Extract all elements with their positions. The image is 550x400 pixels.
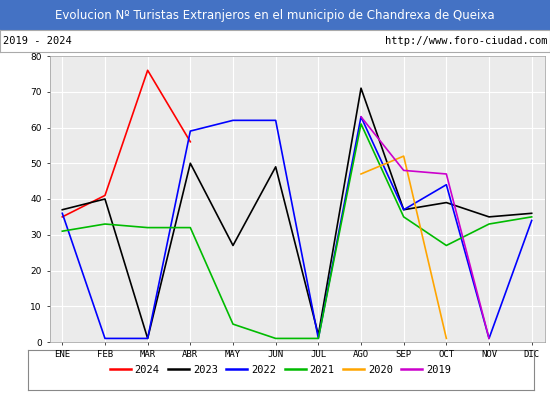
Text: 2019 - 2024: 2019 - 2024 [3,36,72,46]
Text: http://www.foro-ciudad.com: http://www.foro-ciudad.com [385,36,547,46]
Legend: 2024, 2023, 2022, 2021, 2020, 2019: 2024, 2023, 2022, 2021, 2020, 2019 [106,361,455,379]
Text: Evolucion Nº Turistas Extranjeros en el municipio de Chandrexa de Queixa: Evolucion Nº Turistas Extranjeros en el … [55,8,495,22]
